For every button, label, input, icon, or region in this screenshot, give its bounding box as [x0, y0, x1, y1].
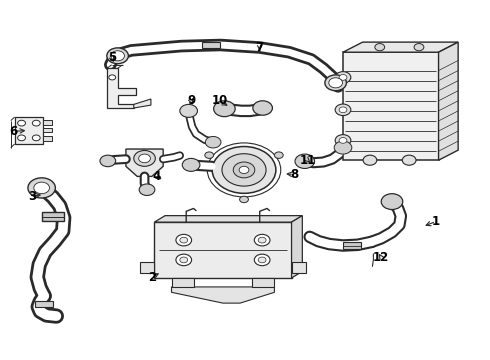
Polygon shape [172, 278, 194, 287]
Circle shape [254, 234, 270, 246]
Circle shape [180, 237, 188, 243]
Polygon shape [252, 278, 274, 287]
Circle shape [335, 72, 351, 83]
Circle shape [205, 152, 214, 158]
Polygon shape [140, 262, 154, 273]
Polygon shape [292, 262, 306, 273]
Text: 12: 12 [373, 251, 390, 264]
Text: 3: 3 [28, 190, 36, 203]
Circle shape [180, 257, 188, 263]
Circle shape [34, 182, 49, 194]
Circle shape [214, 101, 235, 117]
Circle shape [258, 237, 266, 243]
Circle shape [335, 135, 351, 146]
Circle shape [414, 44, 424, 51]
Text: 1: 1 [432, 215, 440, 228]
Bar [35, 301, 53, 307]
Polygon shape [439, 42, 458, 160]
Circle shape [100, 155, 116, 167]
Polygon shape [43, 128, 52, 132]
Circle shape [107, 48, 128, 64]
Circle shape [381, 194, 403, 210]
Polygon shape [126, 149, 163, 176]
Circle shape [334, 141, 352, 154]
Circle shape [222, 154, 266, 186]
Polygon shape [107, 68, 136, 108]
Circle shape [274, 152, 283, 158]
Polygon shape [43, 120, 52, 125]
Bar [343, 52, 439, 160]
Circle shape [233, 162, 255, 178]
Circle shape [363, 155, 377, 165]
Polygon shape [154, 216, 302, 222]
Circle shape [32, 120, 40, 126]
Text: 4: 4 [153, 170, 161, 183]
Circle shape [28, 178, 55, 198]
Circle shape [32, 135, 40, 141]
Circle shape [239, 166, 249, 174]
Circle shape [335, 104, 351, 116]
Circle shape [339, 107, 347, 113]
Circle shape [339, 75, 347, 80]
Text: 9: 9 [187, 94, 195, 107]
Circle shape [254, 254, 270, 266]
Text: 10: 10 [211, 94, 228, 107]
Bar [15, 117, 43, 144]
Circle shape [295, 154, 315, 168]
Text: 8: 8 [290, 168, 298, 181]
Text: 6: 6 [10, 125, 18, 138]
Circle shape [180, 104, 197, 117]
Polygon shape [343, 42, 458, 52]
Circle shape [240, 196, 248, 203]
Circle shape [253, 101, 272, 115]
Circle shape [176, 234, 192, 246]
Text: 2: 2 [148, 271, 156, 284]
Circle shape [375, 44, 385, 51]
Circle shape [139, 184, 155, 195]
Circle shape [212, 147, 276, 193]
Circle shape [182, 158, 200, 171]
Circle shape [329, 78, 343, 88]
Text: 5: 5 [108, 51, 116, 64]
Polygon shape [292, 216, 302, 278]
Circle shape [18, 135, 25, 141]
Circle shape [339, 138, 347, 143]
Circle shape [258, 257, 266, 263]
Polygon shape [134, 99, 151, 108]
Bar [42, 212, 64, 221]
Circle shape [176, 254, 192, 266]
Circle shape [325, 75, 346, 91]
Circle shape [205, 136, 221, 148]
Bar [154, 222, 292, 278]
Circle shape [139, 154, 150, 163]
Text: 11: 11 [299, 154, 316, 167]
Circle shape [111, 51, 124, 61]
Bar [343, 242, 361, 249]
Circle shape [134, 150, 155, 166]
Circle shape [402, 155, 416, 165]
Polygon shape [43, 136, 52, 141]
Text: 7: 7 [256, 41, 264, 54]
Circle shape [18, 120, 25, 126]
Polygon shape [172, 287, 274, 303]
Circle shape [109, 75, 116, 80]
Bar [202, 42, 220, 48]
